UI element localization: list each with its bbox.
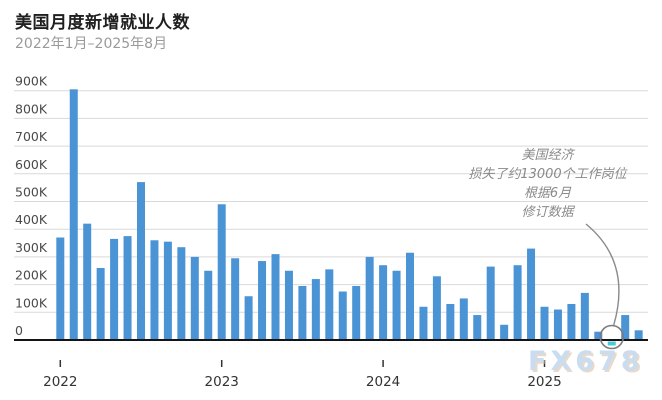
y-axis-label: 300K <box>15 240 48 255</box>
bar-2024-02 <box>392 270 401 340</box>
bar-2025-03 <box>567 303 576 340</box>
y-axis-label: 700K <box>15 129 48 144</box>
x-axis-label: 2024 <box>366 374 400 390</box>
y-axis-label: 500K <box>15 185 48 200</box>
bar-2022-05 <box>110 238 119 340</box>
bar-2023-05 <box>271 254 280 340</box>
bar-2022-11 <box>190 256 199 340</box>
bar-2023-10 <box>338 291 347 340</box>
chart-title: 美国月度新增就业人数 <box>15 13 190 33</box>
y-axis-label: 400K <box>15 212 48 227</box>
y-axis-label: 600K <box>15 157 48 172</box>
bar-2023-06 <box>284 270 293 340</box>
bar-2025-01 <box>540 306 549 340</box>
bar-2022-08 <box>150 240 159 340</box>
y-axis-label: 900K <box>15 74 48 89</box>
bar-2024-01 <box>379 265 388 340</box>
bar-2025-05 <box>594 331 603 340</box>
bar-2023-01 <box>217 204 226 340</box>
x-axis-label: 2022 <box>43 374 77 390</box>
y-axis-label: 100K <box>15 295 48 310</box>
y-axis-label: 200K <box>15 268 48 283</box>
annotation-line: 根据6月 <box>523 186 572 201</box>
bar-2024-07 <box>459 298 468 340</box>
bar-2023-12 <box>365 256 374 340</box>
y-axis-label: 0 <box>15 323 23 338</box>
bar-2023-08 <box>311 279 320 340</box>
watermark: FX678 <box>528 346 644 377</box>
bar-2023-09 <box>325 269 334 340</box>
annotation-line: 修订数据 <box>521 205 574 220</box>
bar-2024-04 <box>419 306 428 340</box>
annotation-line: 损失了约13000个工作岗位 <box>468 167 627 182</box>
annotation-arrow <box>585 223 620 326</box>
bar-2024-11 <box>513 265 522 340</box>
bar-2022-12 <box>204 270 213 340</box>
bar-2024-03 <box>406 252 414 340</box>
bar-2024-10 <box>500 324 509 340</box>
bar-2024-09 <box>486 266 495 340</box>
y-axis-label: 800K <box>15 101 48 116</box>
bar-2023-02 <box>231 258 240 340</box>
bar-2023-03 <box>244 296 253 340</box>
bar-2025-08 <box>634 330 643 340</box>
x-axis-label: 2023 <box>205 374 239 390</box>
bar-2023-04 <box>258 261 267 340</box>
bar-2022-02 <box>69 89 78 340</box>
bar-2025-04 <box>580 292 589 340</box>
bar-2025-02 <box>553 309 562 340</box>
bar-2024-12 <box>527 248 536 340</box>
bar-2023-07 <box>298 285 307 340</box>
bar-2022-01 <box>56 237 65 340</box>
annotation: 美国经济 损失了约13000个工作岗位 根据6月 修订数据 <box>450 146 645 222</box>
bar-2025-07 <box>621 315 630 340</box>
bar-2024-06 <box>446 303 455 340</box>
bar-2025-06 <box>607 341 616 346</box>
bar-2024-05 <box>432 276 441 340</box>
bar-2022-03 <box>83 223 92 340</box>
annotation-line: 美国经济 <box>521 148 574 163</box>
x-axis-label: 2025 <box>527 374 561 390</box>
bar-2022-10 <box>177 247 186 340</box>
chart-subtitle: 2022年1月–2025年8月 <box>15 36 168 52</box>
bar-2024-08 <box>473 315 482 340</box>
highlight-circle <box>599 324 625 350</box>
bar-2022-09 <box>163 241 172 340</box>
bar-2022-04 <box>96 267 105 340</box>
bar-2022-07 <box>137 182 145 340</box>
bar-2023-11 <box>352 285 361 340</box>
bar-2022-06 <box>123 236 132 340</box>
